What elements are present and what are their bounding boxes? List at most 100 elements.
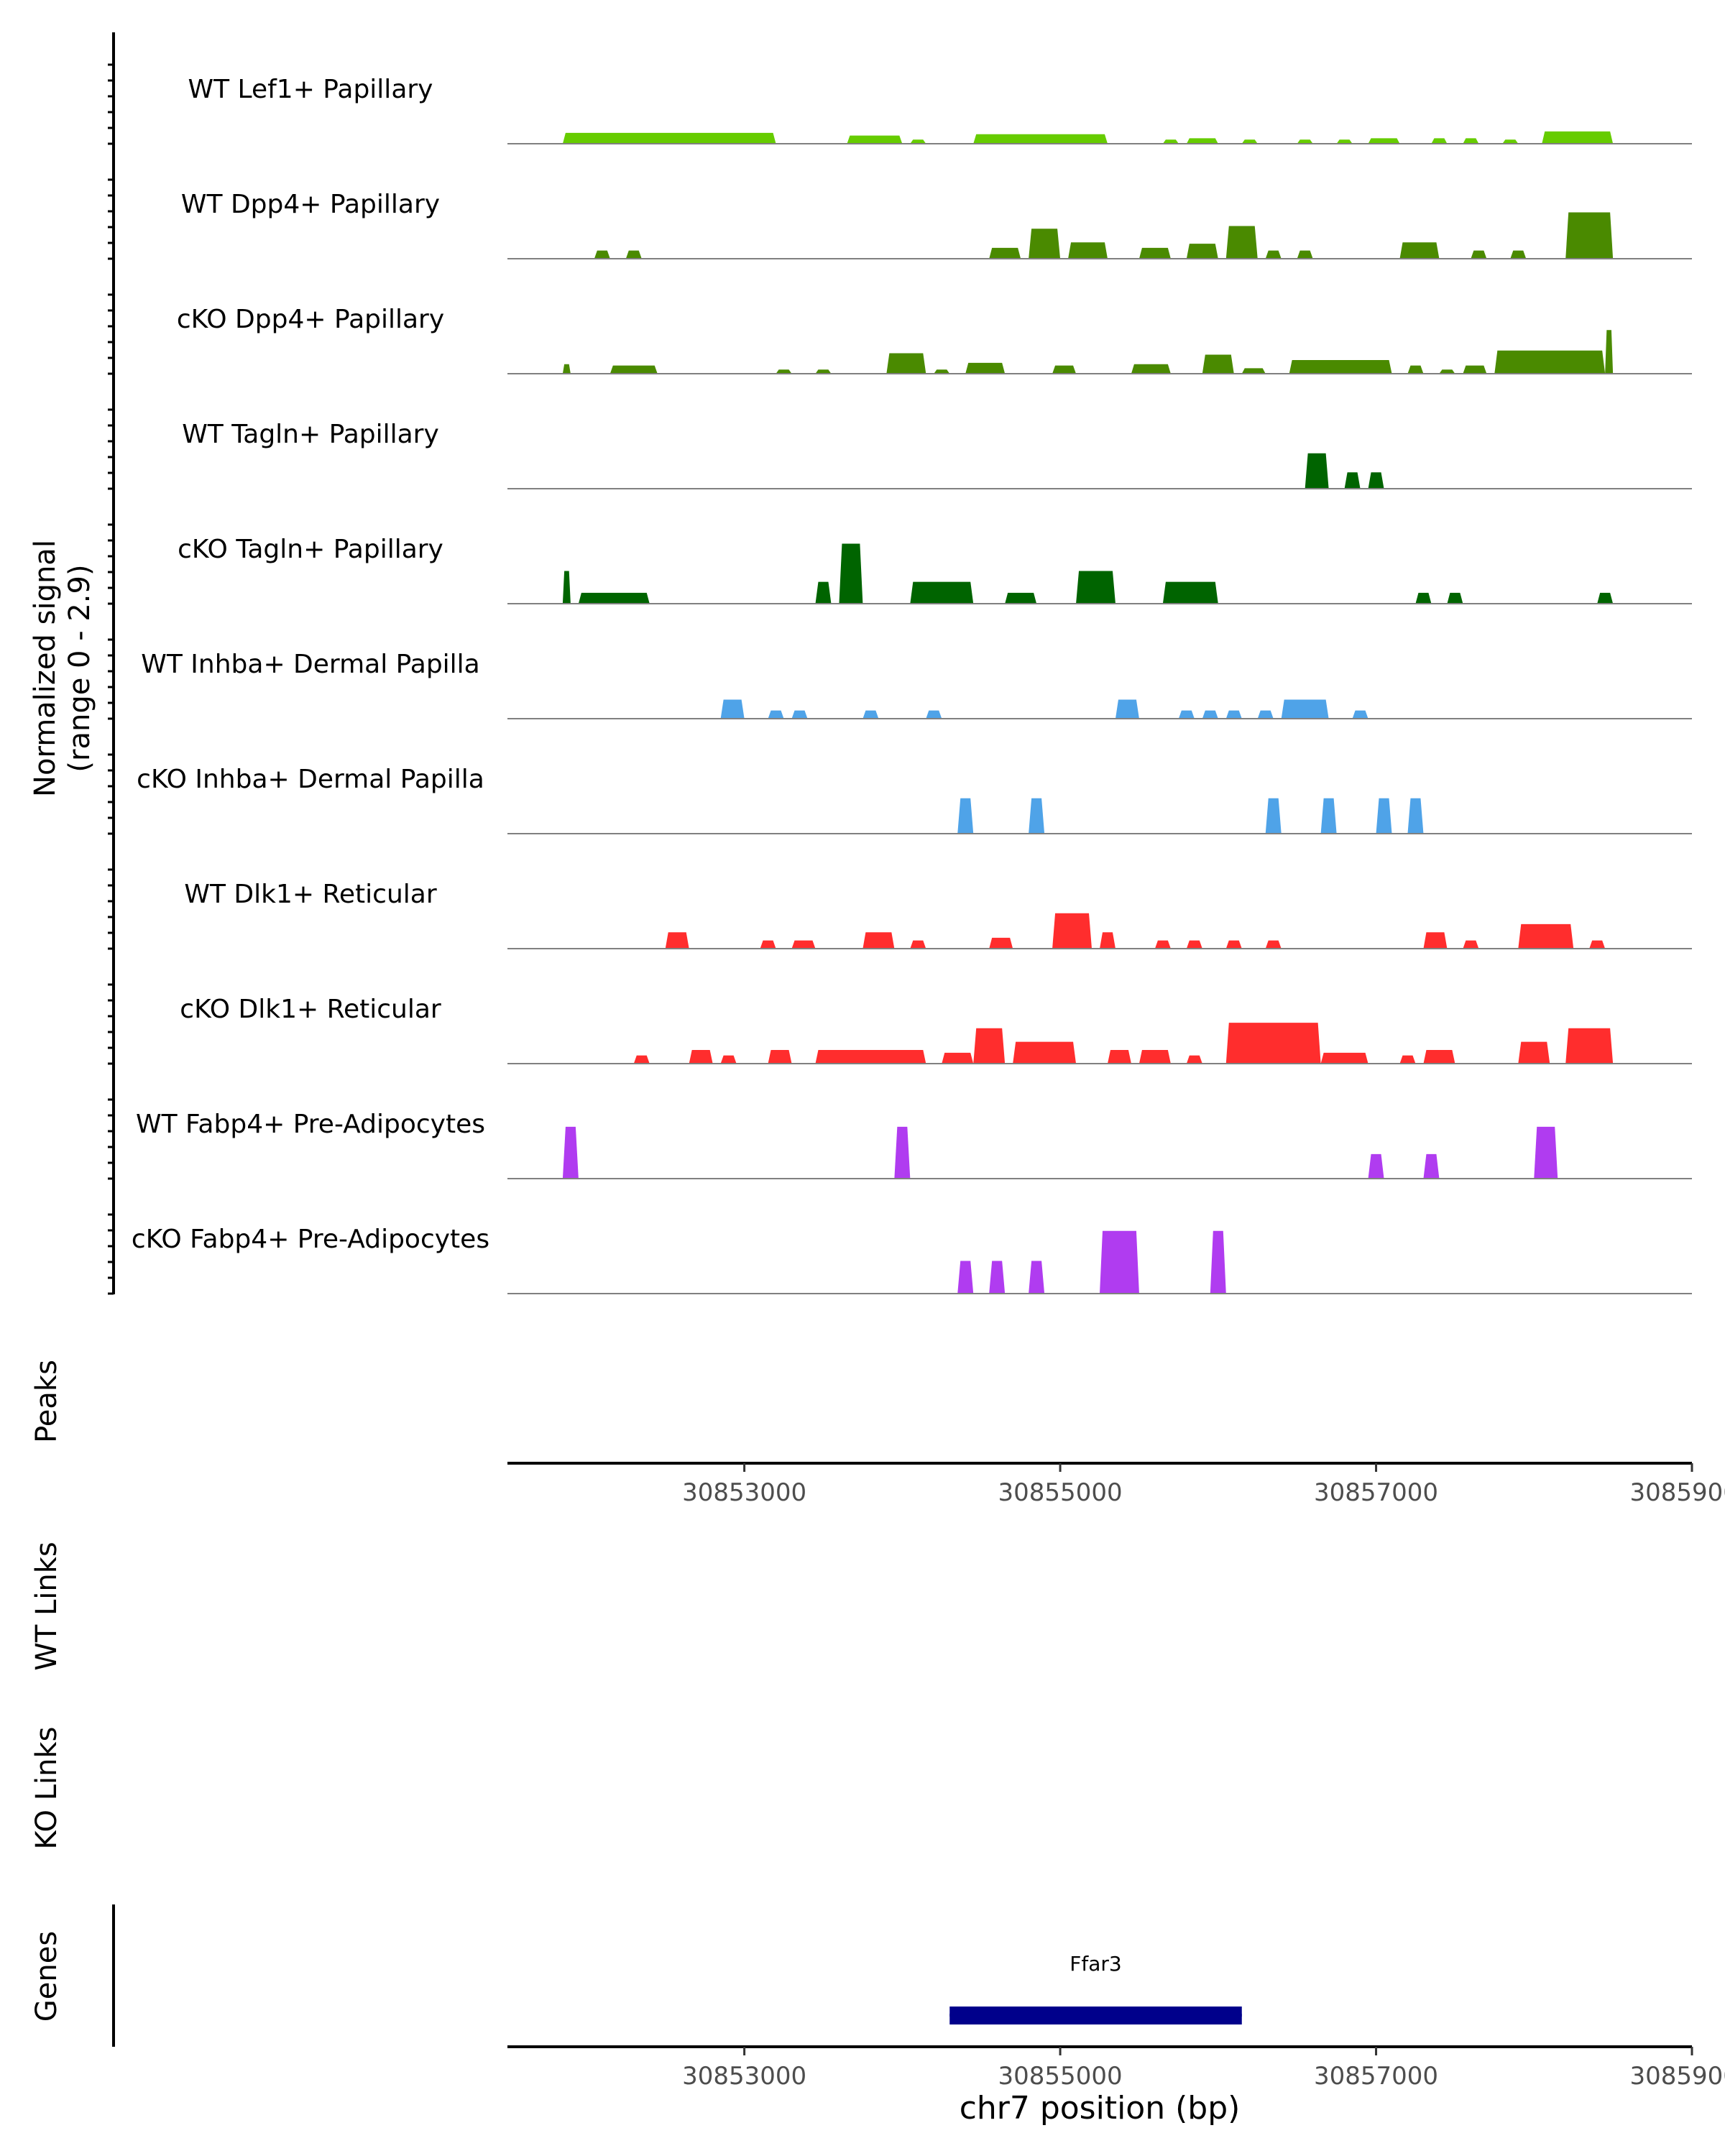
peaks-label: Peaks (30, 1360, 63, 1443)
signal-block (1518, 1041, 1550, 1064)
track-2: WT Dpp4+ Papillary (181, 190, 1692, 259)
signal-block (720, 699, 745, 719)
signal-block (894, 1126, 911, 1179)
signal-block (1005, 592, 1037, 604)
x-tick-label: 30857000 (1314, 2062, 1438, 2091)
signal-block (562, 1126, 579, 1179)
signal-block (776, 369, 792, 374)
signal-tracks: WT Lef1+ Papillary WT Dpp4+ Papillary cKO … (132, 75, 1692, 1294)
track-label: WT Dpp4+ Papillary (181, 190, 440, 219)
signal-block (1052, 365, 1077, 374)
signal-block (886, 353, 926, 374)
track-label: WT Inhba+ Dermal Papilla (141, 650, 479, 679)
signal-block (1202, 354, 1234, 374)
signal-block (957, 1261, 974, 1294)
signal-block (1115, 699, 1139, 719)
signal-block (1154, 940, 1171, 949)
track-label: WT Lef1+ Papillary (188, 75, 433, 104)
signal-block (1265, 798, 1282, 834)
signal-block (594, 250, 610, 259)
signal-block (1029, 1261, 1045, 1294)
signal-block (1241, 368, 1266, 374)
signal-block (1162, 139, 1179, 144)
signal-block (1439, 369, 1455, 374)
signal-block (1463, 940, 1479, 949)
signal-block (926, 710, 942, 719)
track-label: cKO Dpp4+ Papillary (177, 305, 444, 334)
track-label: cKO Dlk1+ Reticular (180, 995, 441, 1024)
track-9: cKO Dlk1+ Reticular (180, 995, 1692, 1064)
signal-block (1029, 229, 1061, 259)
signal-block (1542, 131, 1614, 144)
genomic-x-axis: 30853000 30855000 30857000 30859000 (507, 2045, 1725, 2091)
signal-block (1407, 798, 1424, 834)
signal-block (1565, 212, 1614, 259)
signal-block (1225, 226, 1258, 259)
signal-block (1320, 1052, 1368, 1064)
signal-block (1463, 365, 1487, 374)
signal-block (720, 1055, 737, 1064)
signal-block (815, 1050, 926, 1064)
x-tick-label: 30853000 (682, 1478, 806, 1507)
signal-block (578, 592, 650, 604)
signal-block (957, 798, 974, 834)
signal-block (1297, 139, 1313, 144)
track-label: cKO Fabp4+ Pre-Adipocytes (132, 1225, 489, 1254)
signal-block (1463, 138, 1479, 144)
signal-block (791, 940, 816, 949)
signal-block (1399, 1055, 1416, 1064)
signal-block (610, 365, 658, 374)
signal-block (1131, 364, 1171, 374)
track-label: cKO Inhba+ Dermal Papilla (137, 765, 484, 794)
signal-block (1344, 472, 1361, 489)
track-label: WT Tagln+ Papillary (182, 420, 439, 449)
signal-axis (108, 32, 115, 1295)
signal-block (1423, 1153, 1440, 1179)
signal-block (1202, 710, 1218, 719)
signal-block (1368, 472, 1384, 489)
signal-block (1320, 798, 1337, 834)
signal-block (760, 940, 776, 949)
signal-block (1052, 913, 1092, 949)
signal-block (791, 710, 808, 719)
signal-axis-title-line2: (range 0 - 2.9) (63, 564, 96, 772)
track-10: WT Fabp4+ Pre-Adipocytes (136, 1110, 1692, 1179)
signal-block (1494, 350, 1606, 374)
signal-block (989, 1261, 1006, 1294)
x-tick-label: 30855000 (998, 1478, 1123, 1507)
signal-block (1447, 592, 1463, 604)
signal-block (1297, 250, 1313, 259)
signal-block (1336, 139, 1353, 144)
signal-block (1265, 250, 1282, 259)
signal-block (989, 247, 1021, 259)
signal-block (1265, 940, 1282, 949)
signal-block (1565, 1028, 1614, 1064)
x-axis-title: chr7 position (bp) (960, 2090, 1241, 2127)
signal-block (1210, 1230, 1226, 1294)
signal-block (1510, 250, 1527, 259)
signal-block (1534, 1126, 1558, 1179)
gene-label: Ffar3 (1070, 1952, 1121, 1976)
signal-block (562, 364, 571, 374)
signal-block (1423, 932, 1448, 949)
signal-block (1241, 139, 1258, 144)
signal-block (973, 134, 1108, 144)
track-4: WT Tagln+ Papillary (182, 420, 1692, 489)
signal-block (934, 369, 950, 374)
signal-block (1225, 940, 1242, 949)
signal-block (847, 135, 903, 144)
signal-block (1407, 365, 1424, 374)
signal-block (1029, 798, 1045, 834)
x-tick-label: 30857000 (1314, 1478, 1438, 1507)
signal-block (910, 940, 926, 949)
signal-block (1605, 330, 1614, 374)
signal-block (768, 1050, 792, 1064)
signal-block (689, 1050, 713, 1064)
signal-block (1376, 798, 1392, 834)
track-7: cKO Inhba+ Dermal Papilla (137, 765, 1692, 834)
signal-block (1289, 360, 1392, 374)
signal-block (1186, 1055, 1202, 1064)
signal-block (665, 932, 689, 949)
signal-block (625, 250, 642, 259)
signal-block (1138, 1050, 1171, 1064)
